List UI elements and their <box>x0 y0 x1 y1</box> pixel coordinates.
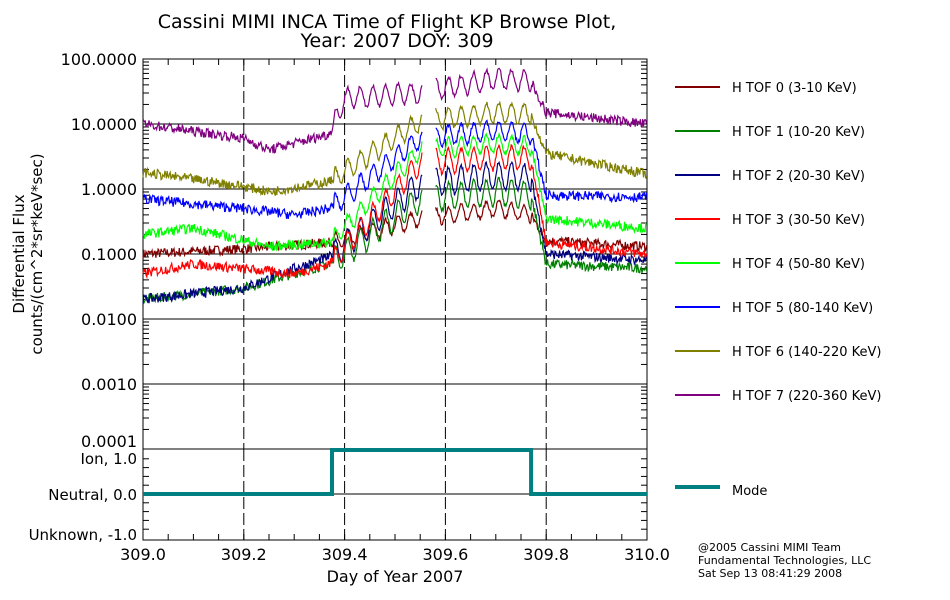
legend-label-tof5: H TOF 5 (80-140 KeV) <box>732 301 873 316</box>
x-tick-label: 309.6 <box>422 545 468 564</box>
mode-tick-label: Neutral, 0.0 <box>48 486 137 504</box>
y-axis-label-2: counts/(cm^2*sr*keV*sec) <box>28 153 46 354</box>
chart-subtitle: Year: 2007 DOY: 309 <box>299 30 493 52</box>
series-line-tof6 <box>142 100 648 197</box>
legend-label-tof3: H TOF 3 (30-50 KeV) <box>732 213 865 228</box>
y-tick-label: 0.0010 <box>81 375 137 394</box>
y-tick-label: 0.1000 <box>81 245 137 264</box>
mode-tick-label: Ion, 1.0 <box>81 450 138 468</box>
series-line-tof3 <box>142 143 648 280</box>
y-tick-label: 10.0000 <box>71 115 137 134</box>
mode-tick-label: Unknown, -1.0 <box>29 526 137 544</box>
legend-label-tof4: H TOF 4 (50-80 KeV) <box>732 257 865 272</box>
x-tick-label: 309.8 <box>523 545 569 564</box>
x-tick-label: 310.0 <box>624 545 670 564</box>
footer-line3: Sat Sep 13 08:41:29 2008 <box>698 567 842 580</box>
y-tick-label: 0.0001 <box>81 432 137 451</box>
legend-label-tof2: H TOF 2 (20-30 KeV) <box>732 169 865 184</box>
series-line-tof4 <box>142 132 647 252</box>
series-line-tof7 <box>142 67 648 154</box>
x-tick-label: 309.0 <box>120 545 166 564</box>
y-tick-label: 1.0000 <box>81 180 137 199</box>
mode-line <box>143 448 647 496</box>
legend-label-mode: Mode <box>732 484 767 499</box>
x-tick-label: 309.4 <box>322 545 368 564</box>
series-line-tof0 <box>142 199 648 259</box>
y-tick-label: 0.0100 <box>81 310 137 329</box>
chart-title: Cassini MIMI INCA Time of Flight KP Brow… <box>158 11 617 33</box>
footer-line2: Fundamental Technologies, LLC <box>698 554 871 567</box>
x-tick-label: 309.2 <box>221 545 267 564</box>
y-axis-label-1: Differential Flux <box>10 194 28 313</box>
legend-label-tof7: H TOF 7 (220-360 KeV) <box>732 389 881 404</box>
x-axis-label: Day of Year 2007 <box>327 567 464 586</box>
y-tick-label: 100.0000 <box>61 50 137 69</box>
legend-label-tof0: H TOF 0 (3-10 KeV) <box>732 81 857 96</box>
footer-line1: @2005 Cassini MIMI Team <box>698 541 841 554</box>
legend-label-tof1: H TOF 1 (10-20 KeV) <box>732 125 865 140</box>
series-line-tof5 <box>142 119 648 220</box>
legend-label-tof6: H TOF 6 (140-220 KeV) <box>732 345 881 360</box>
